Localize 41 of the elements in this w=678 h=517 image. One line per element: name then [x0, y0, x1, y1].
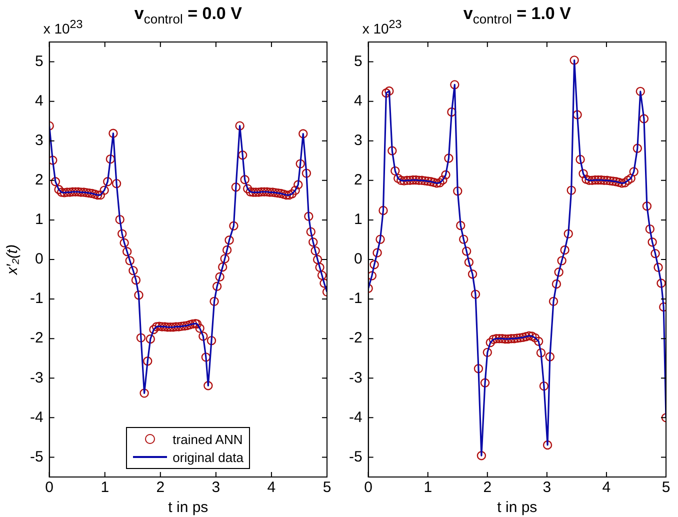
y-tick-label: -5 [30, 448, 44, 466]
y-tick-label: -2 [348, 330, 362, 347]
legend-label: trained ANN [172, 432, 243, 446]
y-tick-label: 2 [354, 172, 362, 189]
y-tick-label: 0 [34, 250, 44, 268]
text: x 10$^{23}$ [362, 18, 402, 37]
x-tick-label: 3 [212, 479, 220, 496]
y-tick-label: 4 [34, 92, 44, 110]
x-axis-title: t in ps [168, 499, 208, 516]
x-tick-label: 1 [424, 479, 432, 496]
y-tick-label: -4 [30, 408, 44, 426]
y-tick-label: -1 [30, 290, 44, 308]
y-tick-label: -2 [30, 330, 44, 347]
text: x 10$^{23}$ [43, 18, 83, 37]
y-tick-label: -5 [348, 448, 362, 466]
y-tick-label: -3 [348, 369, 362, 386]
y-tick-label: 1 [354, 211, 362, 228]
x-tick-label: 2 [483, 479, 492, 496]
x-tick-label: 2 [156, 479, 165, 496]
x-tick-label: 1 [100, 479, 110, 496]
legend-label: original data [172, 450, 244, 464]
y-tick-label: -3 [30, 369, 44, 386]
y-tick-label: 4 [354, 92, 362, 110]
x-tick-label: 5 [662, 479, 670, 496]
y-tick-label: 2 [34, 172, 44, 189]
chart-title: v$_{control}$ = 1.0 V [463, 4, 571, 26]
x-tick-label: 4 [267, 479, 276, 496]
y-tick-label: 3 [354, 132, 362, 150]
y-tick-label: 1 [34, 211, 44, 228]
y-axis-title: x′₂(t) [4, 244, 22, 276]
x-axis-title: t in ps [497, 499, 538, 516]
x-tick-label: 3 [542, 479, 552, 496]
chart-title: v$_{control}$ = 0.0 V [134, 4, 242, 26]
y-tick-label: 0 [354, 250, 362, 268]
x-tick-label: 5 [322, 479, 332, 496]
y-tick-label: 5 [34, 52, 44, 70]
y-tick-label: -4 [348, 408, 362, 426]
y-tick-label: 5 [354, 52, 362, 70]
y-tick-label: -1 [348, 290, 362, 308]
y-tick-label: 3 [34, 132, 44, 150]
x-tick-label: 4 [602, 479, 611, 496]
